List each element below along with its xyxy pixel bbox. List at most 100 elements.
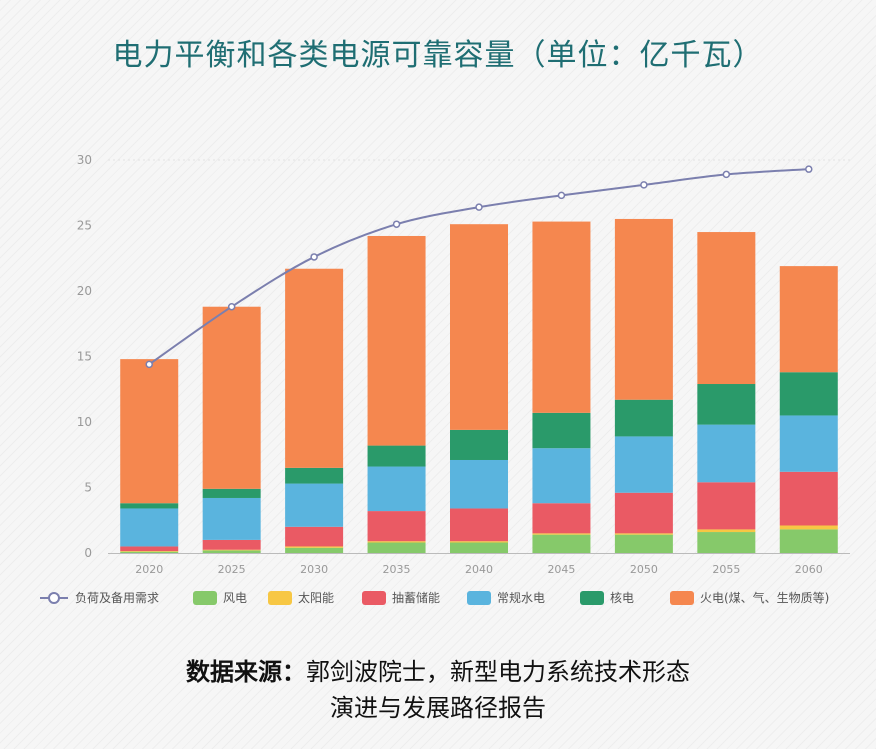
bar-segment: [285, 526, 344, 547]
demand-point: [310, 253, 318, 261]
chart-title: 电力平衡和各类电源可靠容量（单位：亿千瓦）: [112, 38, 764, 73]
y-tick-label: 5: [84, 481, 92, 495]
legend-item: 太阳能: [268, 590, 334, 605]
legend-item: 负荷及备用需求: [40, 591, 159, 605]
legend: 负荷及备用需求 风电 太阳能 抽蓄储能 常规水电 核电 火电(煤、气、生物质等): [40, 590, 829, 605]
legend-swatch: [467, 591, 491, 605]
y-tick-label: 30: [77, 153, 92, 167]
bar-segment: [697, 532, 756, 553]
bar-segment: [450, 429, 508, 460]
legend-item: 风电: [193, 591, 247, 605]
legend-swatch: [193, 591, 217, 605]
x-tick-label: 2025: [218, 563, 246, 576]
source-text-1: 郭剑波院士，新型电力系统技术形态: [306, 658, 690, 686]
bar-segment: [697, 482, 756, 530]
bar-segment: [450, 541, 508, 543]
bar-segment: [697, 529, 756, 533]
bar-segment: [614, 436, 673, 493]
bar-segment: [779, 529, 838, 553]
legend-item: 火电(煤、气、生物质等): [670, 590, 829, 605]
bar-segment: [367, 542, 426, 553]
bar-segment: [120, 551, 179, 552]
x-tick-label: 2060: [795, 563, 823, 576]
demand-point: [557, 191, 566, 200]
bar-segment: [532, 221, 591, 413]
legend-item: 核电: [580, 591, 634, 605]
x-tick-label: 2020: [135, 563, 163, 576]
bar-segment: [779, 415, 838, 472]
x-tick-label: 2050: [630, 563, 658, 576]
y-tick-label: 15: [77, 350, 92, 364]
bar-segment: [614, 492, 673, 534]
bar-segment: [120, 551, 179, 553]
bar-segment: [120, 359, 179, 504]
bars-layer: [120, 218, 838, 553]
demand-point: [475, 203, 483, 211]
source-line-1: 数据来源：郭剑波院士，新型电力系统技术形态: [0, 652, 876, 687]
bar-segment: [614, 534, 673, 553]
bar-segment: [614, 218, 673, 400]
bar-segment: [779, 525, 838, 530]
y-tick-label: 25: [77, 219, 92, 233]
y-tick-label: 20: [77, 284, 92, 298]
y-tick-label: 10: [77, 415, 92, 429]
source-label: 数据来源：: [186, 658, 306, 686]
x-tick-label: 2055: [712, 563, 740, 576]
legend-swatch: [268, 591, 292, 605]
legend-label: 核电: [610, 591, 634, 605]
legend-swatch: [362, 591, 386, 605]
bar-segment: [285, 546, 344, 548]
bar-segment: [285, 483, 344, 527]
legend-label: 负荷及备用需求: [75, 591, 159, 605]
bar-segment: [450, 542, 508, 553]
legend-swatch: [670, 591, 694, 605]
bar-segment: [697, 384, 756, 425]
bar-segment: [367, 511, 426, 542]
bar-segment: [779, 372, 838, 416]
legend-label: 火电(煤、气、生物质等): [700, 590, 829, 605]
demand-point: [392, 220, 401, 228]
bar-segment: [532, 503, 591, 534]
bar-segment: [120, 503, 179, 509]
demand-point: [640, 181, 648, 189]
bar-segment: [285, 467, 344, 484]
bar-segment: [367, 235, 426, 446]
legend-label: 抽蓄储能: [392, 590, 440, 605]
bar-segment: [697, 232, 756, 385]
legend-line-marker: [48, 592, 60, 604]
bar-segment: [367, 466, 426, 512]
bar-segment: [285, 547, 344, 553]
bar-segment: [367, 445, 426, 467]
bar-segment: [202, 549, 261, 551]
bar-segment: [450, 459, 508, 509]
bar-segment: [120, 546, 179, 552]
x-tick-label: 2040: [465, 563, 493, 576]
bar-segment: [779, 471, 838, 526]
bar-segment: [450, 508, 508, 542]
bar-segment: [120, 508, 179, 547]
bar-segment: [532, 448, 591, 504]
bar-segment: [614, 399, 673, 437]
bar-segment: [532, 412, 591, 449]
demand-point: [227, 302, 236, 311]
bar-segment: [285, 268, 344, 468]
demand-point: [722, 170, 731, 179]
source-line-2: 演进与发展路径报告: [330, 694, 546, 722]
x-tick-label: 2030: [300, 563, 328, 576]
bar-segment: [202, 306, 261, 489]
y-tick-label: 0: [84, 546, 92, 560]
bar-segment: [367, 541, 426, 543]
legend-label: 太阳能: [298, 590, 334, 605]
legend-item: 抽蓄储能: [362, 590, 440, 605]
legend-swatch: [580, 591, 604, 605]
bar-segment: [202, 488, 261, 498]
legend-item: 常规水电: [467, 590, 545, 605]
x-tick-label: 2045: [547, 563, 575, 576]
bar-segment: [202, 550, 261, 553]
legend-label: 风电: [223, 591, 247, 605]
line-layer: [145, 165, 813, 369]
bar-segment: [614, 533, 673, 535]
bar-segment: [697, 424, 756, 483]
